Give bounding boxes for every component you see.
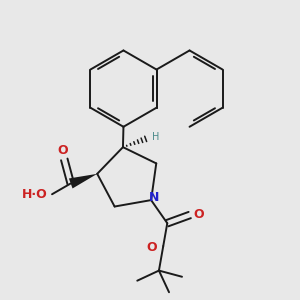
Polygon shape bbox=[69, 174, 97, 188]
Text: H·O: H·O bbox=[22, 188, 48, 201]
Text: O: O bbox=[193, 208, 204, 221]
Text: O: O bbox=[146, 241, 157, 254]
Text: H: H bbox=[152, 132, 160, 142]
Text: N: N bbox=[149, 191, 160, 204]
Text: O: O bbox=[57, 144, 68, 157]
